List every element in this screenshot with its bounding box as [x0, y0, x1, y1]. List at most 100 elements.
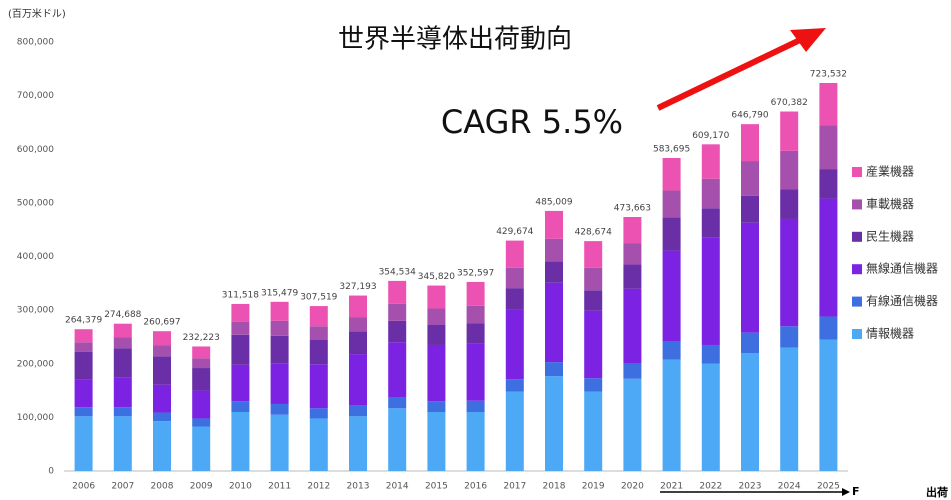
x-tick-label: 2010: [229, 482, 252, 492]
bar-segment: [192, 358, 211, 369]
y-tick-label: 600,000: [17, 145, 54, 155]
forecast-label: F: [852, 485, 860, 498]
total-label: 232,223: [183, 333, 220, 343]
forecast-arrow-head: [842, 488, 850, 496]
bar-segment: [74, 407, 93, 417]
x-tick-label: 2011: [268, 482, 291, 492]
total-label: 473,663: [614, 203, 651, 213]
bar-segment: [584, 267, 603, 291]
bar-segment: [113, 348, 132, 378]
bar-segment: [349, 405, 367, 417]
bar-segment: [270, 403, 289, 415]
bar-segment: [231, 303, 250, 322]
bar-segment: [741, 124, 759, 162]
unit-label: (百万米ドル): [8, 7, 66, 20]
x-tick-label: 2008: [151, 482, 174, 492]
x-tick-label: 2018: [543, 482, 566, 492]
bar-segment: [505, 391, 524, 471]
x-tick-label: 2017: [503, 482, 526, 492]
bar-segment: [231, 334, 250, 365]
total-label: 429,674: [496, 227, 533, 237]
bar-segment: [623, 243, 642, 265]
bar-segment: [231, 321, 250, 335]
bar-segment: [505, 267, 524, 289]
bar-segment: [662, 217, 681, 251]
bar-segment: [388, 303, 407, 321]
annotation: CAGR 5.5%: [441, 103, 623, 141]
bar-segment: [545, 210, 563, 239]
total-label: 354,534: [379, 267, 416, 277]
x-tick-label: 2022: [699, 482, 722, 492]
bar-segment: [623, 378, 642, 471]
bar-segment: [701, 178, 720, 209]
y-tick-label: 200,000: [17, 359, 54, 369]
y-tick-label: 100,000: [17, 413, 54, 423]
bar-segment: [584, 241, 603, 268]
total-label: 315,479: [261, 288, 298, 298]
bar-segment: [741, 332, 759, 354]
x-tick-label: 2014: [386, 482, 409, 492]
bar-segment: [545, 261, 563, 283]
y-tick-label: 500,000: [17, 198, 54, 208]
legend-swatch: [852, 264, 862, 275]
corner-label: 出荷: [926, 485, 948, 499]
y-tick-label: 0: [48, 467, 54, 477]
bar-segment: [113, 337, 132, 349]
bar-segment: [113, 377, 132, 408]
bar-segment: [349, 331, 367, 355]
bar-segment: [309, 326, 328, 340]
bar-segment: [192, 418, 211, 427]
bar-segment: [153, 356, 171, 385]
bar-segment: [780, 111, 799, 151]
chart-title: 世界半導体出荷動向: [338, 25, 572, 55]
legend-swatch: [852, 296, 862, 307]
total-label: 428,674: [575, 228, 612, 238]
bar-segment: [545, 282, 563, 363]
bar-segment: [466, 323, 485, 344]
bar-segment: [545, 376, 563, 471]
bar-segment: [505, 379, 524, 392]
bar-segment: [623, 264, 642, 289]
bar-segment: [74, 379, 93, 408]
bar-segment: [466, 400, 485, 413]
bar-segment: [584, 290, 603, 311]
bar-segment: [349, 354, 367, 406]
total-label: 609,170: [692, 131, 729, 141]
total-label: 352,597: [457, 268, 494, 278]
bar-segment: [192, 346, 211, 359]
total-label: 274,688: [104, 310, 141, 320]
bar-segment: [505, 240, 524, 268]
bar-segment: [309, 418, 328, 471]
bar-segment: [662, 157, 681, 191]
bar-segment: [74, 416, 93, 471]
bar-segment: [505, 309, 524, 380]
bar-segment: [113, 416, 132, 471]
legend-label: 民生機器: [866, 228, 914, 243]
total-label: 327,193: [339, 282, 376, 292]
legend-label: 車載機器: [866, 196, 914, 211]
bar-segment: [819, 83, 838, 126]
x-tick-label: 2025: [817, 482, 840, 492]
bar-segment: [270, 320, 289, 336]
legend-swatch: [852, 329, 862, 339]
bar-segment: [662, 359, 681, 471]
total-label: 723,532: [810, 70, 847, 80]
bar-segment: [192, 368, 211, 391]
y-tick-label: 400,000: [17, 252, 54, 262]
bar-segment: [309, 306, 328, 327]
bar-segment: [623, 216, 642, 244]
bar-segment: [153, 331, 171, 346]
bar-segment: [192, 390, 211, 419]
y-tick-label: 300,000: [17, 306, 54, 316]
legend-label: 無線通信機器: [866, 261, 938, 276]
bar-segment: [270, 335, 289, 364]
bar-segment: [74, 329, 93, 343]
x-tick-label: 2015: [425, 482, 448, 492]
bar-segment: [231, 412, 250, 471]
x-tick-label: 2007: [111, 482, 134, 492]
bar-segment: [113, 407, 132, 417]
total-label: 307,519: [300, 293, 337, 303]
total-label: 670,382: [771, 98, 808, 108]
x-tick-label: 2019: [582, 482, 605, 492]
